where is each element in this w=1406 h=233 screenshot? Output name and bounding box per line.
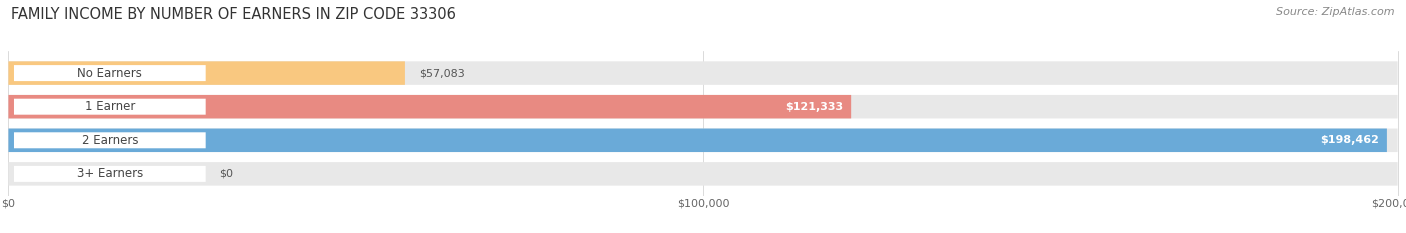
Text: $121,333: $121,333 <box>785 102 842 112</box>
Text: $0: $0 <box>219 169 233 179</box>
FancyBboxPatch shape <box>8 129 1386 152</box>
FancyBboxPatch shape <box>8 61 405 85</box>
FancyBboxPatch shape <box>8 162 1398 186</box>
FancyBboxPatch shape <box>14 132 205 148</box>
FancyBboxPatch shape <box>8 95 851 118</box>
Text: No Earners: No Earners <box>77 67 142 80</box>
FancyBboxPatch shape <box>14 65 205 81</box>
FancyBboxPatch shape <box>8 95 1398 118</box>
Text: 1 Earner: 1 Earner <box>84 100 135 113</box>
Text: Source: ZipAtlas.com: Source: ZipAtlas.com <box>1277 7 1395 17</box>
FancyBboxPatch shape <box>14 99 205 115</box>
Text: $57,083: $57,083 <box>419 68 464 78</box>
FancyBboxPatch shape <box>8 129 1398 152</box>
Text: 2 Earners: 2 Earners <box>82 134 138 147</box>
Text: FAMILY INCOME BY NUMBER OF EARNERS IN ZIP CODE 33306: FAMILY INCOME BY NUMBER OF EARNERS IN ZI… <box>11 7 456 22</box>
Text: $198,462: $198,462 <box>1320 135 1378 145</box>
Text: 3+ Earners: 3+ Earners <box>77 167 143 180</box>
FancyBboxPatch shape <box>8 61 1398 85</box>
FancyBboxPatch shape <box>14 166 205 182</box>
